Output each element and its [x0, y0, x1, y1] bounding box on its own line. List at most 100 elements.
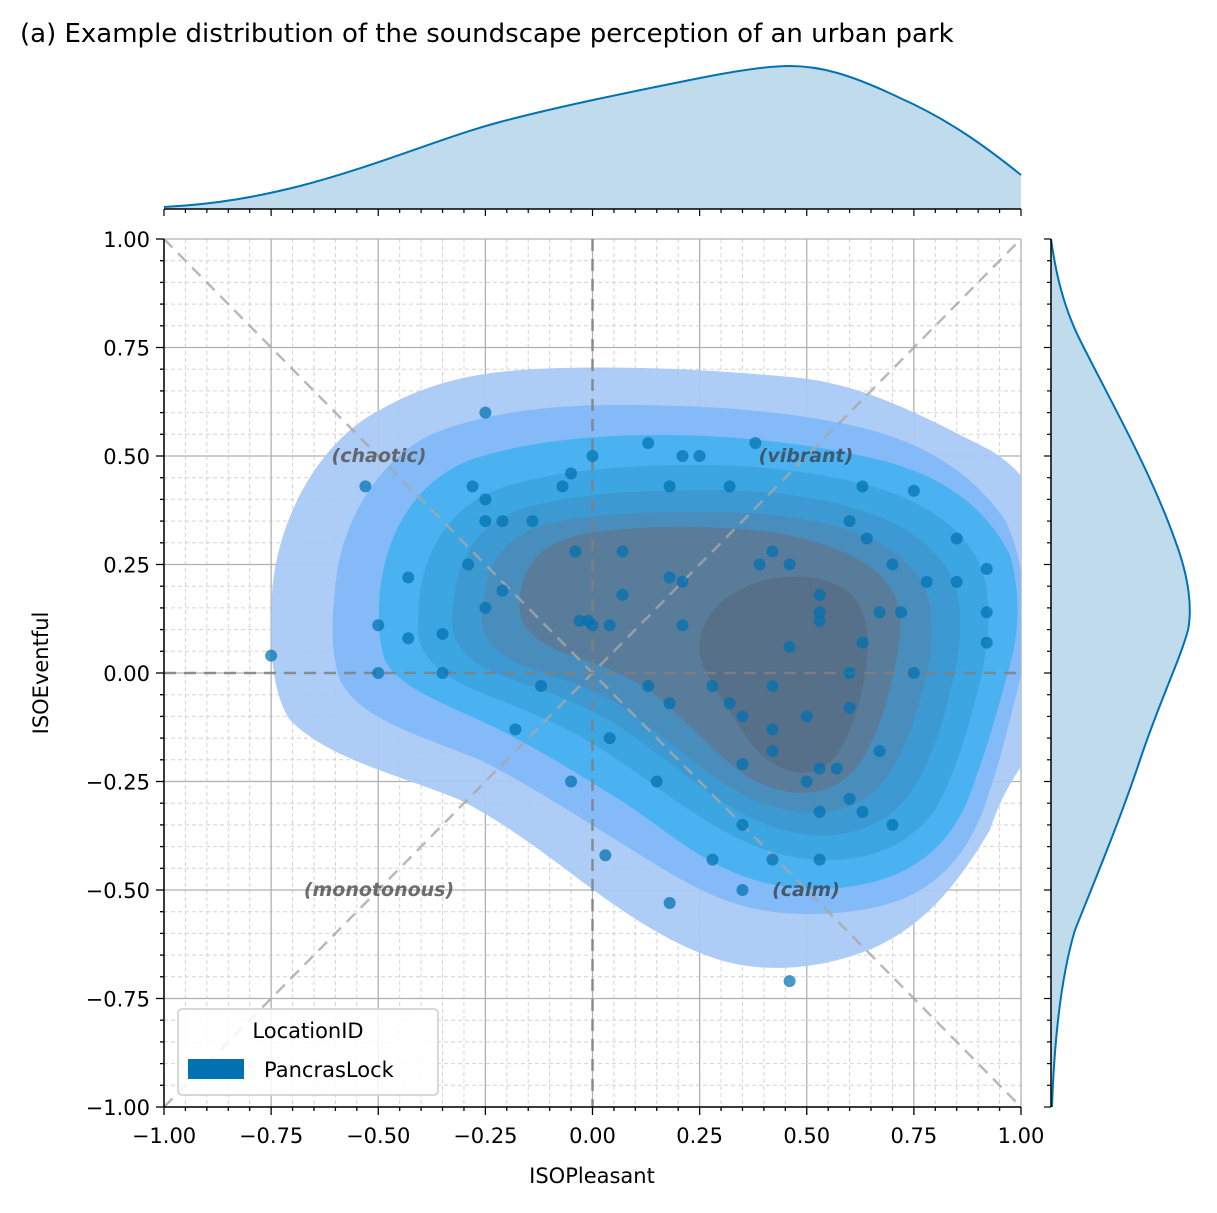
zero-reference-lines: [164, 239, 1021, 1107]
data-point: [843, 515, 856, 528]
right-marginal-kde: [1044, 238, 1191, 1108]
data-point: [907, 667, 920, 679]
data-point: [873, 745, 886, 758]
x-tick-label: −0.75: [239, 1124, 303, 1148]
y-axis-label: ISOEventful: [29, 612, 53, 735]
data-point: [479, 515, 492, 528]
data-point: [676, 575, 689, 588]
data-point: [663, 480, 676, 493]
data-point: [586, 619, 599, 632]
data-point: [800, 710, 813, 723]
x-tick-label: −0.50: [346, 1124, 410, 1148]
legend-entry-pancraslock: PancrasLock: [264, 1058, 395, 1082]
data-point: [723, 697, 736, 710]
x-tick-label: 0.25: [676, 1124, 723, 1148]
data-point: [813, 606, 826, 619]
data-point: [856, 805, 869, 818]
data-point: [813, 853, 826, 866]
data-point: [642, 680, 655, 693]
data-point: [736, 818, 749, 831]
data-point: [766, 680, 779, 693]
right-marginal-ticks: [1044, 238, 1051, 1108]
data-point: [616, 545, 629, 558]
data-point: [873, 606, 886, 619]
data-point: [359, 480, 372, 493]
data-point: [479, 406, 492, 419]
data-point: [950, 575, 963, 588]
x-axis-label: ISOPleasant: [529, 1164, 655, 1188]
data-point: [783, 558, 796, 571]
plot-area: (chaotic) (vibrant) (monotonous) (calm) …: [86, 228, 1045, 1148]
legend: LocationID PancrasLock: [177, 1008, 439, 1096]
top-marginal-ticks: [163, 209, 1022, 216]
y-axis-ticks: 1.00 0.75 0.50 0.25 0.00 −0.25 −0.50 −0.75 −1.00: [86, 228, 164, 1120]
data-point: [706, 680, 719, 693]
data-point: [402, 571, 415, 584]
data-point: [693, 450, 706, 462]
x-tick-label: 0.00: [569, 1124, 616, 1148]
y-tick-label: −0.75: [86, 988, 150, 1012]
data-point: [676, 450, 689, 462]
data-point: [616, 588, 629, 601]
data-point: [783, 975, 796, 988]
data-point: [706, 853, 719, 866]
right-kde-line: [1050, 238, 1191, 1108]
data-point: [573, 614, 586, 627]
annotation-calm: (calm): [772, 879, 840, 901]
data-point: [980, 636, 993, 649]
data-point: [766, 723, 779, 736]
data-point: [813, 614, 826, 627]
y-tick-label: 0.25: [103, 554, 150, 578]
data-point: [402, 632, 415, 645]
data-point: [663, 697, 676, 710]
y-tick-label: 0.75: [103, 337, 150, 361]
data-point: [265, 649, 278, 662]
annotation-monotonous: (monotonous): [304, 879, 454, 901]
y-tick-label: 1.00: [103, 228, 150, 252]
data-point: [650, 775, 663, 788]
top-kde-fill: [164, 66, 1021, 209]
data-point: [603, 732, 616, 745]
data-point: [813, 762, 826, 775]
x-tick-label: −0.25: [453, 1124, 517, 1148]
data-point: [860, 532, 873, 545]
data-point: [736, 758, 749, 771]
data-point: [980, 606, 993, 619]
data-point: [813, 805, 826, 818]
data-point: [766, 545, 779, 558]
data-point: [950, 532, 963, 545]
chart-title: (a) Example distribution of the soundsca…: [20, 19, 954, 49]
x-axis-ticks: −1.00 −0.75 −0.50 −0.25 0.00 0.25 0.50 0.75 1.00: [132, 1107, 1045, 1148]
data-point: [569, 545, 582, 558]
data-point: [856, 480, 869, 493]
annotation-vibrant: (vibrant): [759, 445, 854, 467]
data-point: [753, 558, 766, 571]
data-point: [372, 619, 385, 632]
data-point: [886, 818, 899, 831]
data-point: [749, 436, 762, 449]
y-tick-label: 0.50: [103, 445, 150, 469]
data-point: [479, 601, 492, 614]
data-point: [676, 619, 689, 632]
data-point: [462, 558, 475, 571]
x-tick-label: 1.00: [998, 1124, 1045, 1148]
data-point: [843, 701, 856, 714]
data-point: [723, 480, 736, 493]
data-point: [509, 723, 522, 736]
y-tick-label: 0.00: [103, 662, 150, 686]
data-point: [736, 884, 749, 896]
x-tick-label: 0.75: [890, 1124, 937, 1148]
data-point: [856, 636, 869, 649]
data-point: [663, 897, 676, 910]
data-point: [496, 584, 509, 597]
data-point: [586, 450, 599, 462]
data-point: [813, 588, 826, 601]
data-point: [535, 680, 548, 693]
data-point: [496, 515, 509, 528]
data-point: [663, 571, 676, 584]
data-point: [603, 619, 616, 632]
data-point: [783, 640, 796, 653]
data-point: [436, 667, 449, 679]
